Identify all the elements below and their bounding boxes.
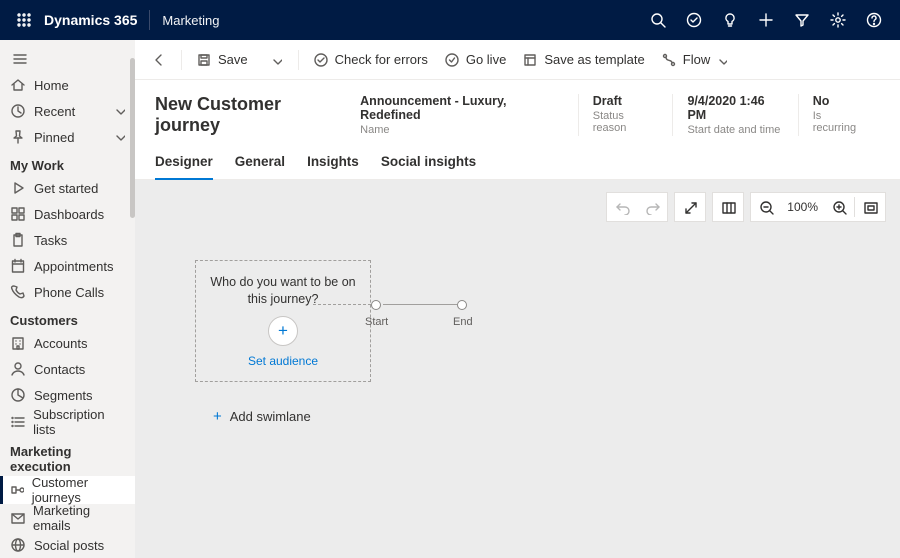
search-icon[interactable] — [640, 0, 676, 40]
add-swimlane-label: Add swimlane — [230, 409, 311, 424]
gear-icon[interactable] — [820, 0, 856, 40]
command-bar: Save Check for errorsGo liveSave as temp… — [135, 40, 900, 80]
sidebar-pinned[interactable]: Pinned — [0, 124, 135, 150]
sidebar-recent[interactable]: Recent — [0, 98, 135, 124]
meta-name: Announcement - Luxury, RedefinedName — [346, 94, 578, 136]
designer-canvas: 100% Who do you want to be on this journ… — [135, 180, 900, 558]
save-dropdown[interactable] — [260, 44, 292, 76]
cmd-go-live[interactable]: Go live — [436, 44, 514, 76]
help-icon[interactable] — [856, 0, 892, 40]
zoom-level: 100% — [781, 200, 824, 214]
minimap-button[interactable] — [713, 192, 743, 222]
meta-start-date-and-time: 9/4/2020 1:46 PMStart date and time — [672, 94, 797, 136]
brand-product: Dynamics 365 — [44, 12, 137, 28]
left-sidebar: HomeRecentPinned My WorkGet startedDashb… — [0, 40, 135, 558]
sidebar-item-marketing-emails[interactable]: Marketing emails — [0, 504, 135, 532]
cmd-save-as-template[interactable]: Save as template — [514, 44, 652, 76]
start-label: Start — [365, 316, 388, 328]
redo-button[interactable] — [637, 192, 667, 222]
tab-insights[interactable]: Insights — [307, 148, 359, 179]
sidebar-item-phone-calls[interactable]: Phone Calls — [0, 279, 135, 305]
add-audience-button[interactable]: + — [268, 316, 298, 346]
zoom-out-button[interactable] — [751, 192, 781, 222]
save-label: Save — [218, 52, 248, 67]
tab-strip: Designer General Insights Social insights — [135, 136, 900, 180]
sidebar-item-contacts[interactable]: Contacts — [0, 356, 135, 382]
meta-is-recurring: NoIs recurring — [798, 94, 880, 136]
undo-button[interactable] — [607, 192, 637, 222]
sidebar-group-title: Marketing execution — [0, 436, 135, 476]
sidebar-item-subscription-lists[interactable]: Subscription lists — [0, 408, 135, 436]
fit-button[interactable] — [855, 192, 885, 222]
page-title: New Customer journey — [155, 94, 346, 136]
end-node[interactable] — [457, 300, 467, 310]
add-swimlane-button[interactable]: + Add swimlane — [213, 408, 311, 425]
sidebar-item-segments[interactable]: Segments — [0, 382, 135, 408]
sidebar-item-customer-journeys[interactable]: Customer journeys — [0, 476, 135, 504]
hamburger-button[interactable] — [0, 46, 40, 72]
plus-icon[interactable] — [748, 0, 784, 40]
tab-designer[interactable]: Designer — [155, 148, 213, 179]
set-audience-link[interactable]: Set audience — [248, 354, 318, 368]
expand-button[interactable] — [675, 192, 705, 222]
cmd-flow[interactable]: Flow — [653, 44, 735, 76]
funnel-icon[interactable] — [784, 0, 820, 40]
canvas-toolbar: 100% — [606, 192, 886, 222]
plus-icon: + — [213, 408, 222, 425]
audience-question: Who do you want to be on this journey? — [206, 274, 360, 308]
start-node[interactable] — [371, 300, 381, 310]
chevron-down-icon — [113, 104, 125, 119]
sidebar-item-accounts[interactable]: Accounts — [0, 330, 135, 356]
back-button[interactable] — [143, 44, 175, 76]
sidebar-item-tasks[interactable]: Tasks — [0, 227, 135, 253]
sidebar-group-title: Customers — [0, 305, 135, 330]
sidebar-home[interactable]: Home — [0, 72, 135, 98]
brand-separator — [149, 10, 150, 30]
lightbulb-icon[interactable] — [712, 0, 748, 40]
sidebar-item-get-started[interactable]: Get started — [0, 175, 135, 201]
sidebar-item-appointments[interactable]: Appointments — [0, 253, 135, 279]
sidebar-group-title: My Work — [0, 150, 135, 175]
brand-area: Marketing — [162, 13, 219, 28]
save-button[interactable]: Save — [188, 44, 256, 76]
sidebar-item-social-posts[interactable]: Social posts — [0, 532, 135, 558]
zoom-in-button[interactable] — [824, 192, 854, 222]
meta-status-reason: DraftStatus reason — [578, 94, 673, 136]
end-label: End — [453, 316, 473, 328]
tab-social-insights[interactable]: Social insights — [381, 148, 476, 179]
sidebar-item-dashboards[interactable]: Dashboards — [0, 201, 135, 227]
page-header: New Customer journey Announcement - Luxu… — [135, 80, 900, 136]
audience-placeholder: Who do you want to be on this journey? +… — [195, 260, 371, 382]
tab-general[interactable]: General — [235, 148, 285, 179]
task-check-icon[interactable] — [676, 0, 712, 40]
app-launcher-icon[interactable] — [8, 12, 40, 28]
cmd-check-for-errors[interactable]: Check for errors — [305, 44, 436, 76]
global-topbar: Dynamics 365 Marketing — [0, 0, 900, 40]
journey-flow: Start End — [371, 296, 491, 326]
chevron-down-icon — [113, 130, 125, 145]
